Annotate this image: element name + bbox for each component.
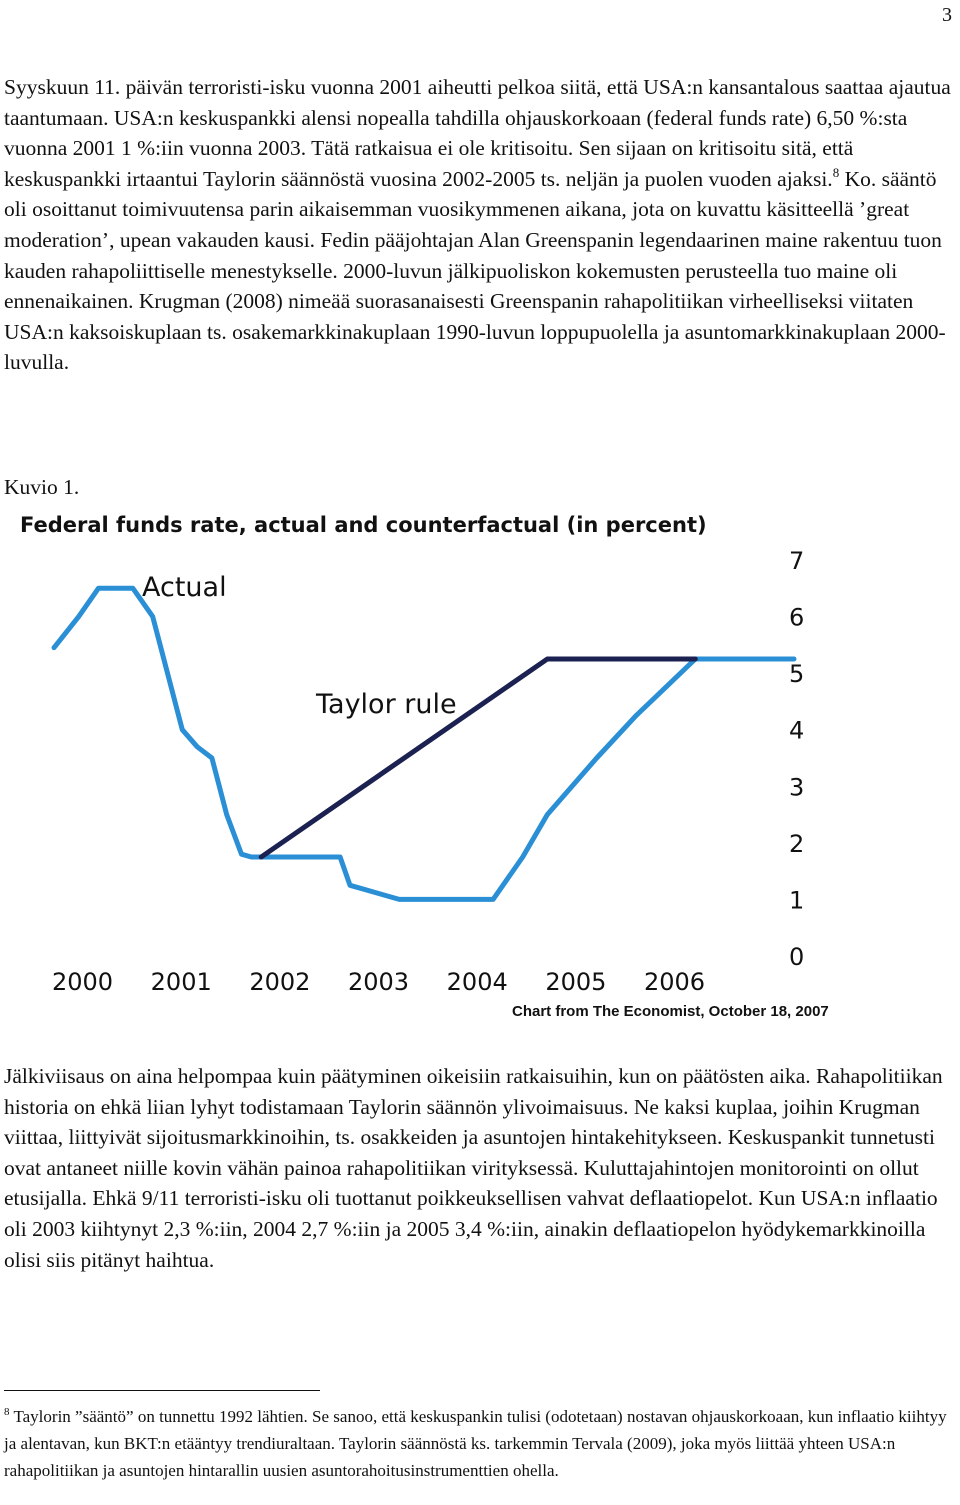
y-tick-label: 3 xyxy=(789,773,804,801)
taylor-rule-series-label: Taylor rule xyxy=(315,689,457,720)
chart-title: Federal funds rate, actual and counterfa… xyxy=(20,513,707,537)
actual-series-line xyxy=(51,585,797,902)
series-layer: Actual Taylor rule xyxy=(51,572,797,902)
x-tick-label: 2006 xyxy=(644,968,705,996)
footnote-text: Taylorin ”sääntö” on tunnettu 1992 lähti… xyxy=(4,1407,947,1480)
y-tick-label: 5 xyxy=(789,660,804,688)
footnote-divider xyxy=(4,1390,320,1391)
chart-source: Chart from The Economist, October 18, 20… xyxy=(512,1003,829,1020)
y-tick-label: 2 xyxy=(789,830,804,858)
y-tick-label: 0 xyxy=(789,943,804,971)
y-axis: 0 1 2 3 4 5 6 7 xyxy=(789,547,804,971)
x-tick-label: 2003 xyxy=(348,968,409,996)
x-tick-label: 2000 xyxy=(52,968,113,996)
footnote: 8 Taylorin ”sääntö” on tunnettu 1992 läh… xyxy=(4,1404,956,1484)
chart-figure: Federal funds rate, actual and counterfa… xyxy=(14,508,834,1028)
footnote-number: 8 xyxy=(4,1406,10,1418)
actual-series-label: Actual xyxy=(142,572,227,603)
taylor-rule-series-line xyxy=(258,656,698,860)
x-tick-label: 2001 xyxy=(151,968,212,996)
body-paragraph-1: Syyskuun 11. päivän terroristi-isku vuon… xyxy=(4,72,956,378)
y-tick-label: 6 xyxy=(789,604,804,632)
paragraph-text-continued: Ko. sääntö oli osoittanut toimivuutensa … xyxy=(4,166,946,375)
y-tick-label: 1 xyxy=(789,886,804,914)
x-axis: 2000 2001 2002 2003 2004 2005 2006 xyxy=(52,968,705,996)
body-paragraph-2: Jälkiviisaus on aina helpompaa kuin päät… xyxy=(4,1064,943,1272)
x-tick-label: 2004 xyxy=(447,968,508,996)
paragraph-text: Syyskuun 11. päivän terroristi-isku vuon… xyxy=(4,75,951,191)
y-tick-label: 7 xyxy=(789,547,804,575)
figure-caption: Kuvio 1. xyxy=(4,475,80,499)
line-chart: Federal funds rate, actual and counterfa… xyxy=(20,513,829,1020)
footnote-reference[interactable]: 8 xyxy=(832,164,840,180)
x-tick-label: 2002 xyxy=(249,968,310,996)
x-tick-label: 2005 xyxy=(545,968,606,996)
page-number: 3 xyxy=(942,4,952,26)
y-tick-label: 4 xyxy=(789,717,804,745)
